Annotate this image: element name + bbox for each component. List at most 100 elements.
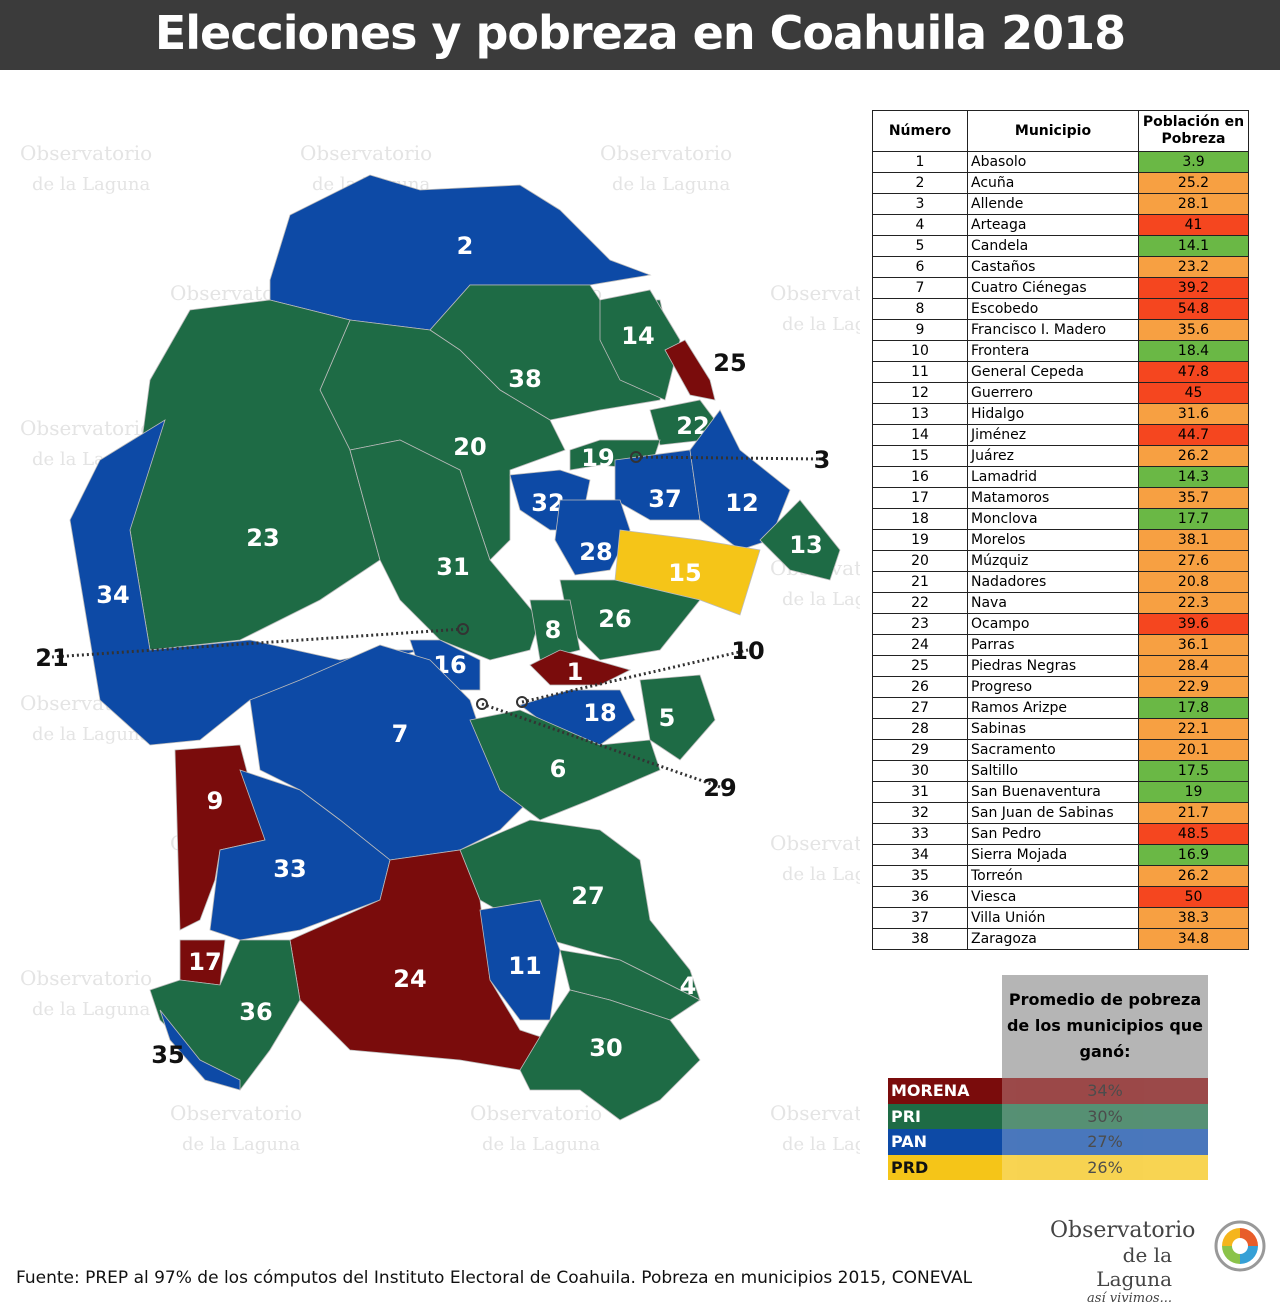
table-row: 4 Arteaga 41 xyxy=(872,214,1249,236)
row-number: 30 xyxy=(872,760,968,782)
municipality-shape xyxy=(529,599,581,661)
municipality-label: 35 xyxy=(151,1041,184,1069)
municipality: Ramos Arizpe xyxy=(967,697,1139,719)
row-number: 16 xyxy=(872,466,968,488)
municipality-label: 26 xyxy=(598,605,631,633)
municipality-label: 14 xyxy=(621,322,654,350)
leader-line xyxy=(481,702,721,789)
municipality-label: 2 xyxy=(457,232,474,260)
table-row: 36 Viesca 50 xyxy=(872,886,1249,908)
municipality-label: 18 xyxy=(583,699,616,727)
poverty-value: 3.9 xyxy=(1138,151,1249,173)
municipality-label: 25 xyxy=(713,349,746,377)
municipality: Juárez xyxy=(967,445,1139,467)
table-row: 1 Abasolo 3.9 xyxy=(872,151,1249,173)
legend-row: MORENA 34% xyxy=(888,1078,1208,1104)
title: Elecciones y pobreza en Coahuila 2018 xyxy=(0,0,1280,70)
poverty-value: 17.8 xyxy=(1138,697,1249,719)
poverty-value: 17.7 xyxy=(1138,508,1249,530)
row-number: 28 xyxy=(872,718,968,740)
poverty-value: 41 xyxy=(1138,214,1249,236)
row-number: 17 xyxy=(872,487,968,509)
leader-line xyxy=(635,455,823,461)
municipality-label: 10 xyxy=(731,637,764,665)
table-row: 28 Sabinas 22.1 xyxy=(872,718,1249,740)
municipality: Guerrero xyxy=(967,382,1139,404)
table-row: 18 Monclova 17.7 xyxy=(872,508,1249,530)
column-header: Población en Pobreza xyxy=(1138,110,1249,152)
municipality-label: 9 xyxy=(207,787,224,815)
row-number: 20 xyxy=(872,550,968,572)
watermark: de la Laguna xyxy=(32,174,150,195)
row-number: 35 xyxy=(872,865,968,887)
watermark: Observatorio xyxy=(770,1101,860,1125)
watermark: de la Laguna xyxy=(782,1134,860,1155)
table-row: 3 Allende 28.1 xyxy=(872,193,1249,215)
table-row: 26 Progreso 22.9 xyxy=(872,676,1249,698)
municipality-label: 34 xyxy=(96,581,129,609)
row-number: 1 xyxy=(872,151,968,173)
municipality: Acuña xyxy=(967,172,1139,194)
municipality: Saltillo xyxy=(967,760,1139,782)
poverty-value: 27.6 xyxy=(1138,550,1249,572)
municipality: Arteaga xyxy=(967,214,1139,236)
row-number: 10 xyxy=(872,340,968,362)
watermark: de la Laguna xyxy=(782,314,860,335)
watermark: Observatorio xyxy=(20,416,152,440)
poverty-value: 14.3 xyxy=(1138,466,1249,488)
table-row: 10 Frontera 18.4 xyxy=(872,340,1249,362)
poverty-value: 50 xyxy=(1138,886,1249,908)
table-row: 19 Morelos 38.1 xyxy=(872,529,1249,551)
leader-dot xyxy=(516,696,528,708)
municipality-shape xyxy=(614,449,701,521)
municipality-label: 8 xyxy=(545,616,562,644)
municipality: Candela xyxy=(967,235,1139,257)
row-number: 37 xyxy=(872,907,968,929)
municipality-label: 11 xyxy=(508,952,541,980)
table-row: 12 Guerrero 45 xyxy=(872,382,1249,404)
poverty-value: 20.1 xyxy=(1138,739,1249,761)
municipality-label: 36 xyxy=(239,998,272,1026)
party: PAN xyxy=(888,1129,1002,1155)
municipality: Escobedo xyxy=(967,298,1139,320)
municipality: Frontera xyxy=(967,340,1139,362)
leader-dot xyxy=(457,623,469,635)
municipality: Francisco I. Madero xyxy=(967,319,1139,341)
row-number: 7 xyxy=(872,277,968,299)
table-row: 32 San Juan de Sabinas 21.7 xyxy=(872,802,1249,824)
table-row: 16 Lamadrid 14.3 xyxy=(872,466,1249,488)
municipality-label: 3 xyxy=(814,446,831,474)
logo-tagline: así vivimos... xyxy=(1087,1291,1172,1306)
municipality: Morelos xyxy=(967,529,1139,551)
column-header: Municipio xyxy=(967,110,1139,152)
municipality-shape xyxy=(519,989,701,1121)
municipality: San Pedro xyxy=(967,823,1139,845)
party: PRD xyxy=(888,1154,1002,1180)
logo-line: de la Laguna xyxy=(1096,1243,1172,1291)
municipality: Zaragoza xyxy=(967,928,1139,950)
municipality: Viesca xyxy=(967,886,1139,908)
watermark: de la Laguna xyxy=(782,589,860,610)
municipality-shape xyxy=(664,339,716,401)
watermark: Observatorio xyxy=(300,141,432,165)
municipality: Sabinas xyxy=(967,718,1139,740)
row-number: 25 xyxy=(872,655,968,677)
poverty-value: 22.3 xyxy=(1138,592,1249,614)
municipality-shape xyxy=(554,499,631,576)
municipality: Villa Unión xyxy=(967,907,1139,929)
party-average: 27% xyxy=(1002,1129,1208,1155)
table-row: 5 Candela 14.1 xyxy=(872,235,1249,257)
row-number: 5 xyxy=(872,235,968,257)
municipality-shape xyxy=(639,674,716,761)
municipality: San Buenaventura xyxy=(967,781,1139,803)
legend-row: PAN 27% xyxy=(888,1129,1208,1155)
legend: Promedio de pobreza de los municipios qu… xyxy=(888,975,1208,1180)
municipality: Cuatro Ciénegas xyxy=(967,277,1139,299)
row-number: 18 xyxy=(872,508,968,530)
table-row: 34 Sierra Mojada 16.9 xyxy=(872,844,1249,866)
poverty-value: 20.8 xyxy=(1138,571,1249,593)
party: MORENA xyxy=(888,1078,1002,1104)
map: Observatorio de la Laguna Observatorio de l… xyxy=(20,141,860,1155)
municipality-label: 37 xyxy=(648,485,681,513)
municipality: Jiménez xyxy=(967,424,1139,446)
